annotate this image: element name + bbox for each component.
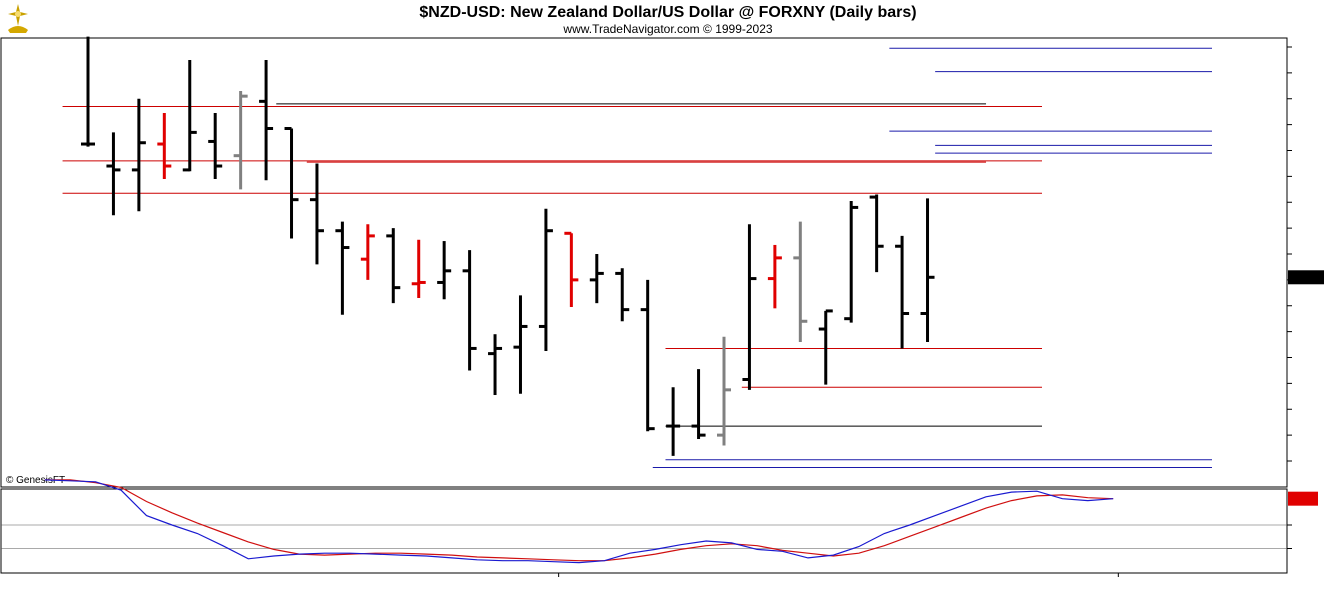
- date-axis: [558, 573, 1119, 577]
- ohlc-bar: [818, 309, 833, 385]
- ohlc-bar: [742, 224, 757, 390]
- ohlc-bar: [386, 228, 401, 304]
- ohlc-bar: [437, 241, 452, 300]
- stoch-value-badge: [1288, 491, 1318, 506]
- ohlc-bar: [844, 200, 859, 323]
- ohlc-bar: [640, 279, 655, 432]
- ohlc-bar: [335, 221, 350, 315]
- ohlc-bar: [157, 112, 172, 179]
- ohlc-bar: [895, 235, 910, 349]
- ohlc-bar: [81, 36, 95, 147]
- ohlc-bar: [666, 387, 681, 456]
- ohlc-bar: [233, 90, 248, 190]
- stoch-d-line: [44, 479, 1114, 562]
- stoch-axis: [1287, 491, 1318, 549]
- ohlc-bar: [106, 132, 121, 216]
- chart-subtitle: www.TradeNavigator.com © 1999-2023: [562, 22, 772, 36]
- last-price-badge: [1288, 270, 1324, 285]
- ohlc-bar: [615, 268, 630, 322]
- ohlc-bar: [360, 224, 375, 280]
- ohlc-bar: [309, 163, 324, 265]
- ohlc-bar: [208, 112, 223, 179]
- ohlc-bar: [131, 98, 146, 212]
- header: $NZD-USD: New Zealand Dollar/US Dollar @…: [8, 4, 917, 36]
- ohlc-bar: [462, 250, 477, 371]
- ohlc-bar: [920, 198, 935, 342]
- ohlc-bar: [411, 239, 426, 298]
- ohlc-bar: [488, 334, 503, 396]
- ohlc-bar: [182, 59, 197, 172]
- ohlc-bar: [538, 208, 553, 352]
- stoch-panel: [0, 479, 1288, 574]
- ohlc-bar: [869, 194, 884, 273]
- ohlc-bar: [513, 295, 528, 394]
- price-panel-frame: [0, 37, 1288, 488]
- price-axis: [1287, 46, 1324, 462]
- ohlc-bar: [284, 127, 299, 239]
- copyright-label: © GenesisFT: [6, 475, 65, 486]
- ohlc-bar: [767, 244, 782, 309]
- ohlc-bar: [793, 221, 808, 342]
- stoch-panel-frame: [0, 488, 1288, 574]
- trade-navigator-logo-icon: [8, 4, 28, 33]
- ohlc-bar: [691, 369, 706, 440]
- chart-title: $NZD-USD: New Zealand Dollar/US Dollar @…: [419, 4, 916, 21]
- ohlc-bar: [259, 59, 274, 181]
- ohlc-bar: [717, 336, 731, 446]
- price-panel: © GenesisFT: [0, 36, 1288, 488]
- ohlc-bar: [564, 231, 579, 308]
- ohlc-bar: [589, 254, 604, 304]
- stoch-k-line: [44, 479, 1114, 564]
